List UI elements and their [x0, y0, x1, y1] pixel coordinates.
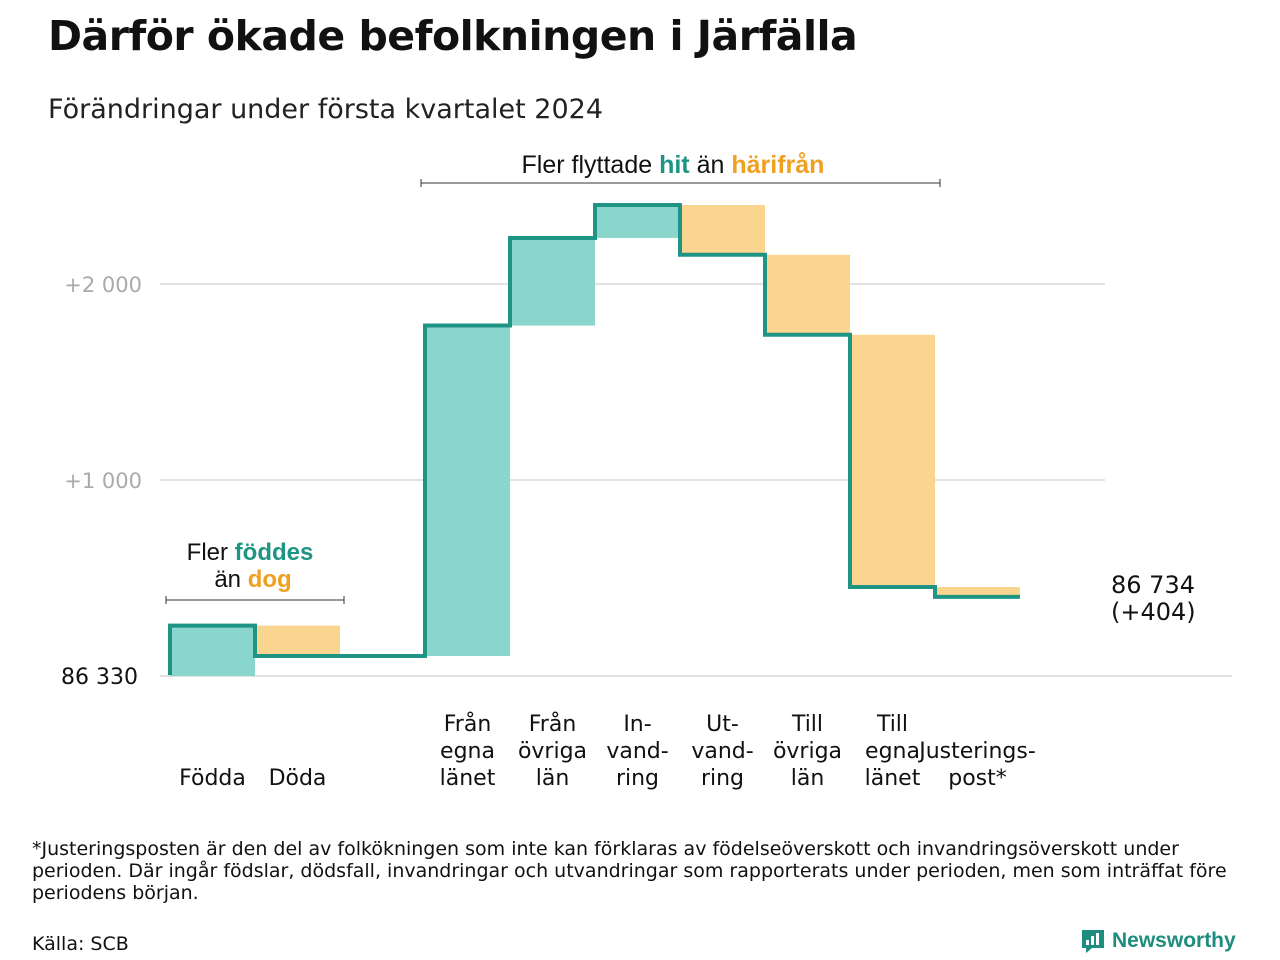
x-category-label-line: län	[536, 766, 570, 791]
x-category-label-line: övriga	[773, 739, 842, 764]
y-tick-label: +1 000	[64, 469, 142, 493]
x-category-label-line: länet	[440, 766, 496, 791]
x-category-label-line: länet	[865, 766, 921, 791]
migration-pos-word: hit	[659, 151, 690, 179]
x-category-label-line: vand-	[606, 739, 668, 764]
x-category-label: Ut-vand-ring	[691, 712, 753, 791]
x-category-label: Från övriga län	[518, 711, 587, 791]
brand-name: Newsworthy	[1112, 929, 1236, 952]
migration-middle: än	[697, 151, 725, 179]
births-middle: än	[214, 566, 241, 593]
births-pos-word: föddes	[235, 539, 314, 566]
x-category-label-line: övriga	[518, 739, 587, 764]
x-category-label-line: Till	[791, 712, 823, 737]
line-layer	[168, 203, 1020, 675]
x-category-label: Till övriga län	[773, 712, 842, 791]
x-category-label-line: egna	[440, 739, 495, 764]
waterfall-bar	[850, 334, 935, 588]
x-category-label-line: Ut-	[706, 712, 739, 737]
chart-subtitle: Förändringar under första kvartalet 2024	[48, 94, 604, 125]
births-annotation-line1: Fler föddes	[187, 539, 314, 566]
x-category-label-line: egna	[865, 739, 920, 764]
births-annotation-line2: än dog	[214, 566, 291, 593]
x-category-label-line: Från	[529, 711, 577, 737]
x-category-label-line: län	[791, 766, 825, 791]
x-category-label-line: Födda	[179, 766, 246, 791]
births-prefix: Fler	[187, 539, 228, 566]
end-change-label: (+404)	[1111, 598, 1196, 626]
x-category-label: In-vand-ring	[606, 712, 668, 791]
waterfall-bar	[510, 237, 595, 326]
y-tick-label: +2 000	[64, 273, 142, 297]
x-category-label: Födda	[179, 766, 246, 791]
x-category-label-line: post*	[948, 766, 1007, 791]
waterfall-bar	[255, 625, 340, 657]
newsworthy-logo: Newsworthy	[1080, 928, 1236, 954]
migration-prefix: Fler flyttade	[522, 151, 653, 179]
end-value-label: 86 734	[1111, 571, 1195, 599]
x-category-label-line: ring	[616, 766, 659, 791]
waterfall-bar	[765, 254, 850, 335]
x-category-label: Från egna länet	[440, 711, 496, 791]
start-value-label: 86 330	[61, 665, 138, 690]
cumulative-line	[168, 203, 1020, 675]
x-category-label-line: Döda	[269, 766, 327, 791]
x-category-label-line: ring	[701, 766, 744, 791]
newsworthy-logo-icon	[1082, 930, 1104, 953]
source-label: Källa: SCB	[32, 933, 129, 955]
x-category-label-line: Från	[444, 711, 492, 737]
footnote: *Justeringsposten är den del av folkökni…	[32, 838, 1227, 904]
x-category-label: Justerings-post*	[917, 739, 1036, 791]
x-category-label: Döda	[269, 766, 327, 791]
chart-title: Därför ökade befolkningen i Järfälla	[48, 12, 858, 60]
waterfall-bar	[595, 205, 680, 238]
migration-annotation: Fler flyttade hit än härifrån	[522, 151, 825, 179]
x-category-label: Till egna länet	[865, 712, 921, 791]
waterfall-bar	[170, 625, 255, 676]
x-category-label-line: vand-	[691, 739, 753, 764]
grid-layer: +1 000 +2 000 86 330	[61, 273, 1232, 690]
migration-neg-word: härifrån	[731, 151, 824, 179]
x-category-label-line: In-	[623, 712, 651, 737]
births-neg-word: dog	[248, 566, 292, 593]
waterfall-bar	[935, 587, 1020, 597]
waterfall-bar	[680, 205, 765, 255]
x-category-label-line: Justerings-	[917, 739, 1036, 764]
annotation-layer: Fler föddes än dog Fler flyttade hit än …	[165, 151, 941, 604]
waterfall-bar	[425, 325, 510, 657]
bar-layer	[170, 205, 1020, 676]
x-category-label-line: Till	[876, 712, 908, 737]
